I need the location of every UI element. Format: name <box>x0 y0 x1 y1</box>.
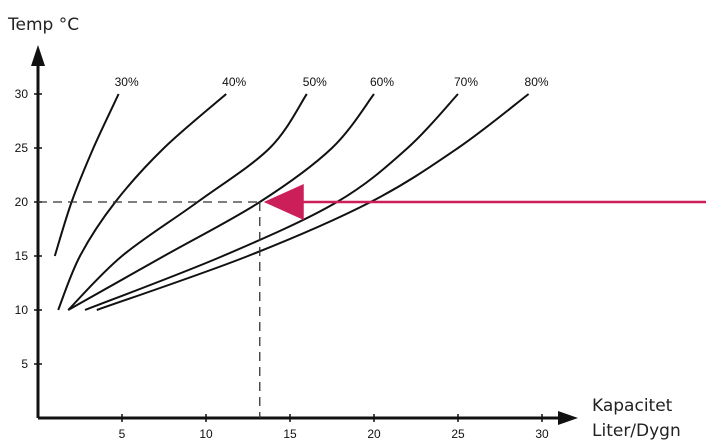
y-axis-label: Temp °C <box>7 15 79 35</box>
highlight-arrow-head <box>263 184 304 220</box>
x-tick-label: 25 <box>451 427 465 441</box>
curve-50 <box>67 93 308 311</box>
curve-label-30: 30% <box>115 75 139 89</box>
curve-label-70: 70% <box>454 75 478 89</box>
curve-60 <box>67 93 375 311</box>
y-tick-label: 25 <box>15 141 29 155</box>
y-tick-label: 5 <box>21 357 28 371</box>
curve-label-60: 60% <box>370 75 394 89</box>
x-axis-label-line2: Liter/Dygn <box>592 421 681 441</box>
x-axis-label-line1: Kapacitet <box>592 396 673 416</box>
curve-70 <box>84 93 459 311</box>
y-tick-label: 20 <box>15 195 29 209</box>
plot-area: 5 10 15 20 25 30 5 10 15 20 25 30 30% 40% 50% 60% 70% 80% <box>15 45 706 441</box>
y-tick-label: 30 <box>15 87 29 101</box>
curve-30 <box>53 93 120 257</box>
x-tick-label: 20 <box>367 427 381 441</box>
y-tick-label: 15 <box>15 249 29 263</box>
y-axis-arrowhead <box>31 45 45 66</box>
curve-label-40: 40% <box>222 75 246 89</box>
y-tick-label: 10 <box>15 303 29 317</box>
x-tick-label: 5 <box>119 427 126 441</box>
x-tick-label: 10 <box>199 427 213 441</box>
x-tick-label: 30 <box>535 427 549 441</box>
x-tick-label: 15 <box>283 427 297 441</box>
curve-label-50: 50% <box>303 75 327 89</box>
curve-label-80: 80% <box>525 75 549 89</box>
x-axis-arrowhead <box>558 411 578 425</box>
curve-80 <box>96 93 530 311</box>
